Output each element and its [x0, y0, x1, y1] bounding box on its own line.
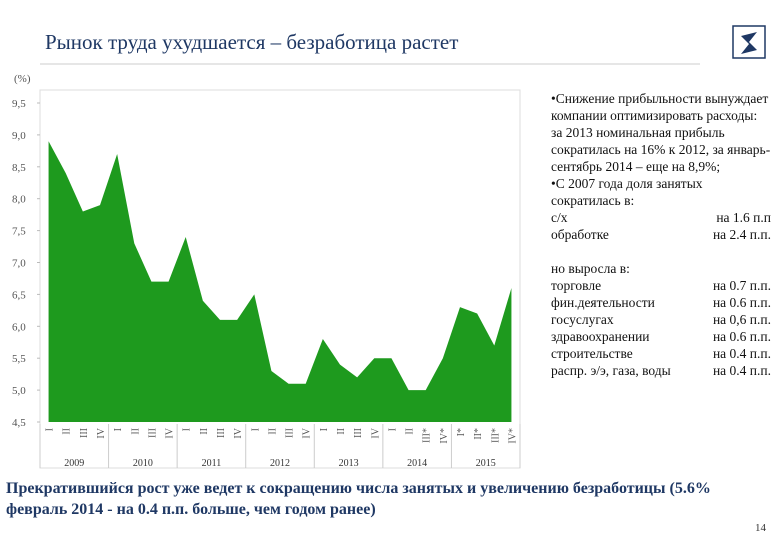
note-label: с/х	[551, 210, 568, 225]
year-label: 2015	[476, 458, 496, 469]
note-label: торговле	[551, 278, 602, 293]
note-label: строительстве	[551, 346, 633, 361]
note-value: на 0.6 п.п.	[712, 329, 771, 344]
x-tick-label: III*	[422, 428, 433, 443]
footer-text: Прекратившийся рост уже ведет к сокращен…	[6, 480, 711, 518]
y-tick-label: 9,0	[12, 130, 26, 142]
x-tick-label: I	[319, 428, 330, 431]
plot-frame	[39, 89, 521, 469]
note-value: на 0.4 п.п.	[712, 363, 771, 378]
note-row: здравоохранении на 0.6 п.п.	[551, 328, 771, 345]
note-label: фин.деятельности	[551, 295, 655, 310]
x-tick-label: II*	[473, 428, 484, 440]
x-tick-label: II	[405, 428, 416, 435]
note-label: распр. э/э, газа, воды	[551, 363, 671, 378]
growth-rows: торговле на 0.7 п.п. фин.деятельности на 0.…	[551, 277, 771, 379]
page-number: 14	[755, 522, 766, 534]
x-tick-label: IV	[302, 427, 313, 438]
bullet: •С 2007 года доля занятых сократилась в:	[551, 176, 703, 208]
y-tick-label: 5,5	[12, 353, 26, 365]
logo	[732, 25, 766, 59]
x-tick-label: II	[336, 428, 347, 435]
y-tick-label: 4,5	[12, 417, 26, 429]
x-tick-label: IV*	[507, 428, 518, 444]
y-tick-label: 7,5	[12, 226, 26, 238]
x-tick-label: II	[199, 428, 210, 435]
y-tick-label: 9,5	[12, 98, 26, 110]
note-row: с/х на 1.6 п.п	[551, 209, 771, 226]
x-tick-label: I	[113, 428, 124, 431]
y-tick-label: 7,0	[12, 258, 26, 270]
year-label: 2009	[64, 458, 84, 469]
slide-title: Рынок труда ухудшается – безработица рас…	[45, 30, 459, 54]
year-label: 2012	[270, 458, 290, 469]
note-value: на 0,6 п.п.	[712, 312, 771, 327]
note-row: строительстве на 0.4 п.п.	[551, 345, 771, 362]
note-label: здравоохранении	[551, 329, 650, 344]
y-tick-label: 8,5	[12, 162, 26, 174]
x-tick-label: I*	[456, 428, 467, 436]
note-label: обработке	[551, 227, 609, 242]
note-label: госуслугах	[551, 312, 614, 327]
x-tick-label: IV	[165, 427, 176, 438]
y-axis-label: (%)	[14, 73, 31, 85]
note-value: на 0.4 п.п.	[712, 346, 771, 361]
x-tick-label: II	[267, 428, 278, 435]
note-value: на 1.6 п.п	[716, 210, 771, 225]
growth-intro: но выросла в:	[551, 261, 630, 276]
x-tick-label: IV*	[439, 428, 450, 444]
x-tick-label: III	[353, 428, 364, 438]
x-tick-label: I	[250, 428, 261, 431]
note-value: на 0.7 п.п.	[712, 278, 771, 293]
x-tick-label: II	[130, 428, 141, 435]
y-tick-label: 6,0	[12, 321, 26, 333]
note-row: госуслугах на 0,6 п.п.	[551, 311, 771, 328]
x-tick-label: II	[62, 428, 73, 435]
x-tick-label: III	[79, 428, 90, 438]
year-label: 2010	[133, 458, 153, 469]
notes: •Снижение прибыльности вынуждает компани…	[551, 90, 771, 379]
year-label: 2013	[339, 458, 359, 469]
year-label: 2011	[202, 458, 222, 469]
x-tick-label: III	[285, 428, 296, 438]
bullet: •Снижение прибыльности вынуждает компани…	[551, 91, 771, 174]
y-tick-label: 6,5	[12, 289, 26, 301]
note-row: фин.деятельности на 0.6 п.п.	[551, 294, 771, 311]
note-value: на 2.4 п.п.	[712, 227, 771, 242]
note-row: торговле на 0.7 п.п.	[551, 277, 771, 294]
year-label: 2014	[407, 458, 427, 469]
decline-rows: с/х на 1.6 п.п обработке на 2.4 п.п.	[551, 209, 771, 243]
note-row: распр. э/э, газа, воды на 0.4 п.п.	[551, 362, 771, 379]
x-tick-label: III*	[490, 428, 501, 443]
x-tick-label: I	[387, 428, 398, 431]
x-tick-label: I	[45, 428, 56, 431]
x-tick-label: IV	[233, 427, 244, 438]
x-tick-label: III	[147, 428, 158, 438]
note-row: обработке на 2.4 п.п.	[551, 226, 771, 243]
y-tick-label: 8,0	[12, 194, 26, 206]
note-value: на 0.6 п.п.	[712, 295, 771, 310]
x-tick-label: I	[182, 428, 193, 431]
x-tick-label: III	[216, 428, 227, 438]
area	[48, 141, 512, 422]
y-tick-label: 5,0	[12, 385, 26, 397]
x-tick-label: IV	[370, 427, 381, 438]
x-tick-label: IV	[96, 427, 107, 438]
